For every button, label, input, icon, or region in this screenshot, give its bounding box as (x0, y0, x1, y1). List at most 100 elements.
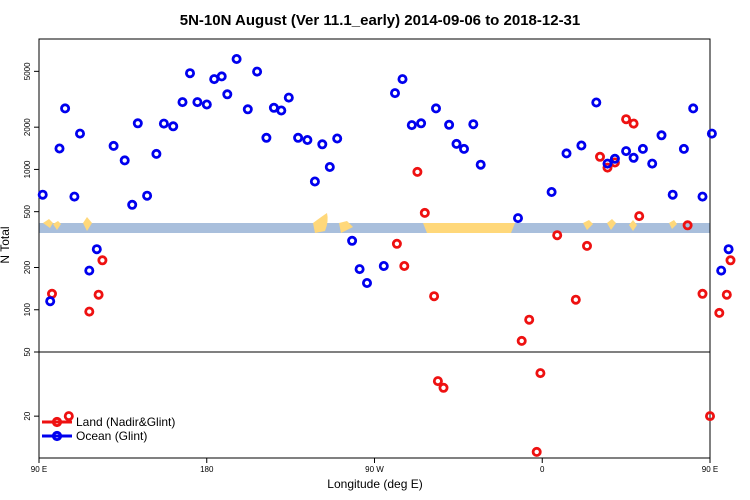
ocean-point (309, 176, 320, 187)
ocean-point (546, 186, 557, 197)
chart-title: 5N-10N August (Ver 11.1_early) 2014-09-0… (180, 12, 581, 29)
ocean-point (222, 89, 233, 100)
ocean-point (192, 97, 203, 108)
ocean-point (406, 120, 417, 131)
land-point (697, 288, 708, 299)
lower-y-tick-label: 20 (23, 411, 32, 420)
ocean-point (69, 191, 80, 202)
land-point (602, 162, 613, 173)
ocean-point (354, 264, 365, 275)
land-patch (83, 217, 92, 231)
x-tick-label: 180 (200, 465, 214, 474)
land-point (570, 294, 581, 305)
ocean-point (127, 199, 138, 210)
map-strip (39, 213, 710, 233)
legend-ocean-label: Ocean (Glint) (76, 429, 147, 443)
land-point (721, 289, 732, 300)
ocean-point (184, 68, 195, 79)
upper-y-tick-label: 5000 (23, 62, 32, 80)
land-point (438, 382, 449, 393)
land-point (531, 446, 542, 457)
land-point (524, 314, 535, 325)
land-patch (43, 219, 53, 228)
x-axis-label: Longitude (deg E) (327, 477, 422, 491)
ocean-point (119, 155, 130, 166)
land-point (432, 376, 443, 387)
ocean-point (332, 133, 343, 144)
ocean-point (60, 103, 71, 114)
data-points (37, 54, 736, 457)
ocean-point (84, 265, 95, 276)
ocean-point (475, 159, 486, 170)
ocean-point (108, 140, 119, 151)
map-ocean-band (39, 223, 710, 233)
ocean-point (706, 128, 717, 139)
ocean-point (276, 105, 287, 116)
ocean-point (201, 99, 212, 110)
ocean-point (142, 190, 153, 201)
ocean-point (283, 92, 294, 103)
ocean-point (576, 140, 587, 151)
ocean-point (444, 119, 455, 130)
ocean-point (647, 158, 658, 169)
ocean-point (378, 260, 389, 271)
axis-ticks: 100 200 500 1000 2000 5000 20 50 90 E 180 90 W 0 90 … (23, 62, 718, 474)
land-point (628, 118, 639, 129)
ocean-point (667, 189, 678, 200)
land-point (714, 307, 725, 318)
ocean-point (678, 143, 689, 154)
land-patch (583, 220, 593, 230)
upper-y-tick-label: 200 (23, 260, 32, 274)
ocean-point (688, 103, 699, 114)
ocean-point (252, 66, 263, 77)
ocean-point (37, 189, 48, 200)
ocean-point (591, 97, 602, 108)
land-point (621, 114, 632, 125)
ocean-point (361, 277, 372, 288)
ocean-point (430, 103, 441, 114)
ocean-point (317, 139, 328, 150)
ocean-point (561, 148, 572, 159)
ocean-point (324, 161, 335, 172)
y-axis-label: N Total (0, 226, 12, 263)
ocean-point (468, 119, 479, 130)
ocean-point (132, 118, 143, 129)
ocean-point (347, 235, 358, 246)
ocean-point (302, 134, 313, 145)
land-point (535, 368, 546, 379)
legend-land-marker (51, 416, 63, 428)
land-patch (313, 213, 328, 233)
ocean-point (621, 146, 632, 157)
ocean-point (216, 71, 227, 82)
ocean-series (37, 54, 734, 307)
upper-panel-frame (38, 38, 711, 353)
lower-y-tick-label: 50 (23, 347, 32, 356)
ocean-point (177, 97, 188, 108)
land-point (682, 220, 693, 231)
plot-panels (38, 38, 711, 459)
land-patch (629, 220, 637, 231)
land-point (582, 240, 593, 251)
ocean-point (602, 158, 613, 169)
x-tick-label: 0 (540, 465, 545, 474)
land-series (47, 114, 736, 457)
ocean-point (168, 121, 179, 132)
land-point (705, 411, 716, 422)
land-point (552, 230, 563, 241)
ocean-point (628, 152, 639, 163)
land-point (97, 255, 108, 266)
land-patch (607, 219, 616, 230)
x-tick-label: 90 E (31, 465, 47, 474)
ocean-point (458, 143, 469, 154)
land-patch (53, 221, 61, 230)
land-point (419, 207, 430, 218)
x-tick-label: 90 E (702, 465, 718, 474)
ocean-point (231, 54, 242, 65)
land-point (412, 166, 423, 177)
land-point (429, 291, 440, 302)
land-point (516, 335, 527, 346)
land-point (725, 255, 736, 266)
ocean-point (293, 132, 304, 143)
ocean-point (151, 148, 162, 159)
